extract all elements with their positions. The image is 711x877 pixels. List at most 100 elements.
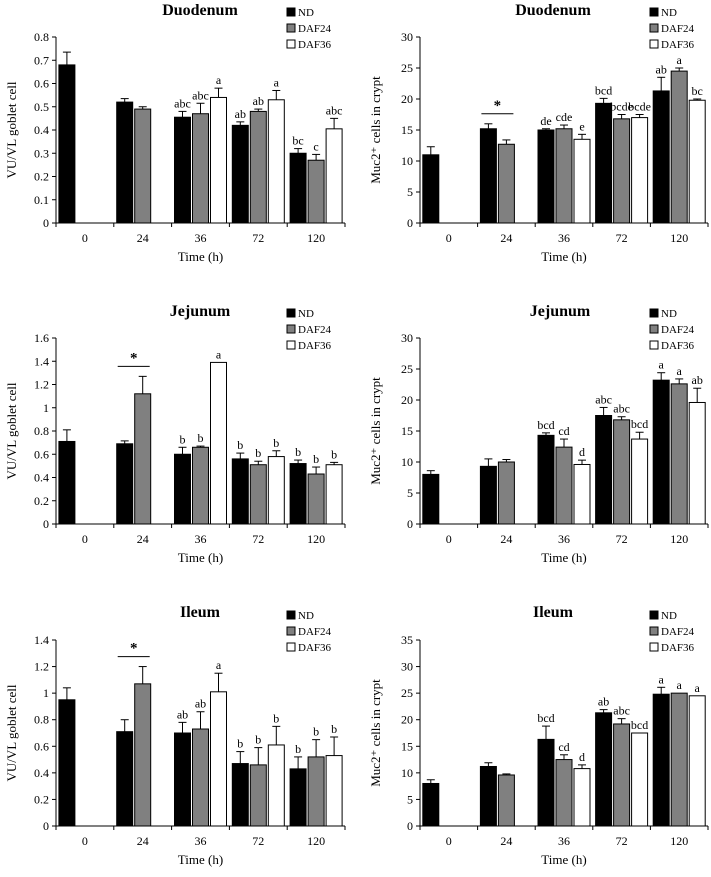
y-tick-label: 0.6 [34, 739, 49, 753]
y-tick-label: 5 [407, 792, 413, 806]
x-tick-label: 120 [307, 231, 325, 245]
bar [58, 699, 76, 827]
bar [595, 102, 613, 224]
y-tick-label: 0 [407, 819, 413, 833]
x-axis-label: Time (h) [541, 550, 586, 565]
x-tick-label: 24 [500, 834, 512, 848]
x-tick-label: 0 [446, 834, 452, 848]
x-tick-label: 120 [670, 532, 688, 546]
legend-label: DAF36 [661, 340, 695, 352]
bar [670, 70, 688, 224]
significance-letter: ab [195, 697, 206, 711]
y-axis-label: Muc2⁺ cells in crypt [368, 377, 383, 485]
y-tick-label: 30 [401, 30, 413, 44]
legend-label: DAF24 [298, 23, 332, 35]
y-tick-label: 1.4 [34, 633, 49, 647]
y-tick-label: 20 [401, 713, 413, 727]
bar [497, 143, 515, 224]
bar [537, 129, 555, 224]
x-tick-label: 24 [137, 834, 149, 848]
bar [267, 99, 285, 224]
y-tick-label: 0.2 [34, 170, 49, 184]
significance-letter: d [579, 750, 585, 764]
y-tick-label: 10 [401, 766, 413, 780]
y-axis-label: Muc2⁺ cells in crypt [368, 76, 383, 184]
bar [307, 756, 325, 827]
legend-label: DAF24 [661, 626, 695, 638]
bar [631, 117, 649, 224]
bar [134, 108, 152, 224]
bar [688, 99, 706, 224]
legend-label: DAF36 [298, 642, 332, 654]
bar [267, 456, 285, 525]
y-tick-label: 25 [401, 61, 413, 75]
x-axis-label: Time (h) [178, 249, 223, 264]
y-tick-label: 0.6 [34, 77, 49, 91]
x-tick-label: 0 [82, 532, 88, 546]
bar [210, 691, 227, 827]
x-tick-label: 24 [137, 532, 149, 546]
significance-letter: cde [556, 110, 573, 124]
bar [613, 723, 631, 827]
bar [422, 782, 440, 827]
chart-title: Ileum [180, 604, 221, 621]
bar [555, 759, 573, 827]
bar [267, 744, 285, 827]
bar [422, 154, 440, 224]
bar [174, 453, 191, 525]
bar [58, 440, 76, 525]
significance-letter: b [313, 452, 319, 466]
bar [537, 738, 555, 827]
y-tick-label: 0 [43, 819, 49, 833]
legend-swatch [649, 324, 659, 334]
bar [479, 128, 497, 224]
significance-letter: a [677, 364, 683, 378]
significance-star: * [130, 350, 138, 366]
legend-swatch [286, 626, 296, 636]
significance-letter: abc [595, 392, 612, 406]
y-tick-label: 25 [401, 686, 413, 700]
y-tick-label: 1.4 [34, 354, 49, 368]
legend-label: DAF24 [298, 324, 332, 336]
x-axis-label: Time (h) [541, 249, 586, 264]
legend-label: ND [661, 610, 677, 622]
bar [325, 755, 343, 827]
y-tick-label: 0.4 [34, 123, 49, 137]
bar [573, 463, 591, 525]
bar [422, 473, 440, 525]
bar [325, 464, 343, 525]
significance-letter: abc [613, 402, 630, 416]
legend-label: ND [661, 308, 677, 320]
significance-letter: b [331, 447, 337, 461]
significance-letter: a [659, 358, 665, 372]
bar [174, 116, 191, 224]
bar [555, 446, 573, 525]
legend-swatch [286, 23, 296, 33]
legend-swatch [286, 39, 296, 49]
significance-letter: bcde [628, 100, 651, 114]
significance-letter: ab [656, 62, 667, 76]
significance-letter: abc [613, 704, 630, 718]
y-tick-label: 0.3 [34, 146, 49, 160]
legend-label: ND [298, 308, 314, 320]
x-tick-label: 72 [616, 532, 628, 546]
y-tick-label: 0 [407, 517, 413, 531]
x-tick-label: 36 [558, 532, 570, 546]
significance-letter: bcde [610, 100, 633, 114]
bar [479, 465, 497, 525]
bar [537, 434, 555, 525]
bar [210, 361, 227, 525]
y-tick-label: 30 [401, 331, 413, 345]
chart-panel: Jejunum VU/VL goblet cell Time (h) 0 0.2 0.4 0… [4, 303, 346, 565]
y-tick-label: 0 [43, 517, 49, 531]
significance-letter: bc [692, 84, 703, 98]
y-tick-label: 5 [407, 486, 413, 500]
bar [325, 128, 343, 224]
bar [116, 101, 134, 224]
x-axis-label: Time (h) [541, 852, 586, 867]
legend-swatch [649, 308, 659, 318]
y-axis-label: Muc2⁺ cells in crypt [368, 679, 383, 787]
y-axis-label: VU/VL goblet cell [4, 382, 19, 479]
x-tick-label: 36 [195, 231, 207, 245]
significance-letter: bcd [537, 418, 554, 432]
